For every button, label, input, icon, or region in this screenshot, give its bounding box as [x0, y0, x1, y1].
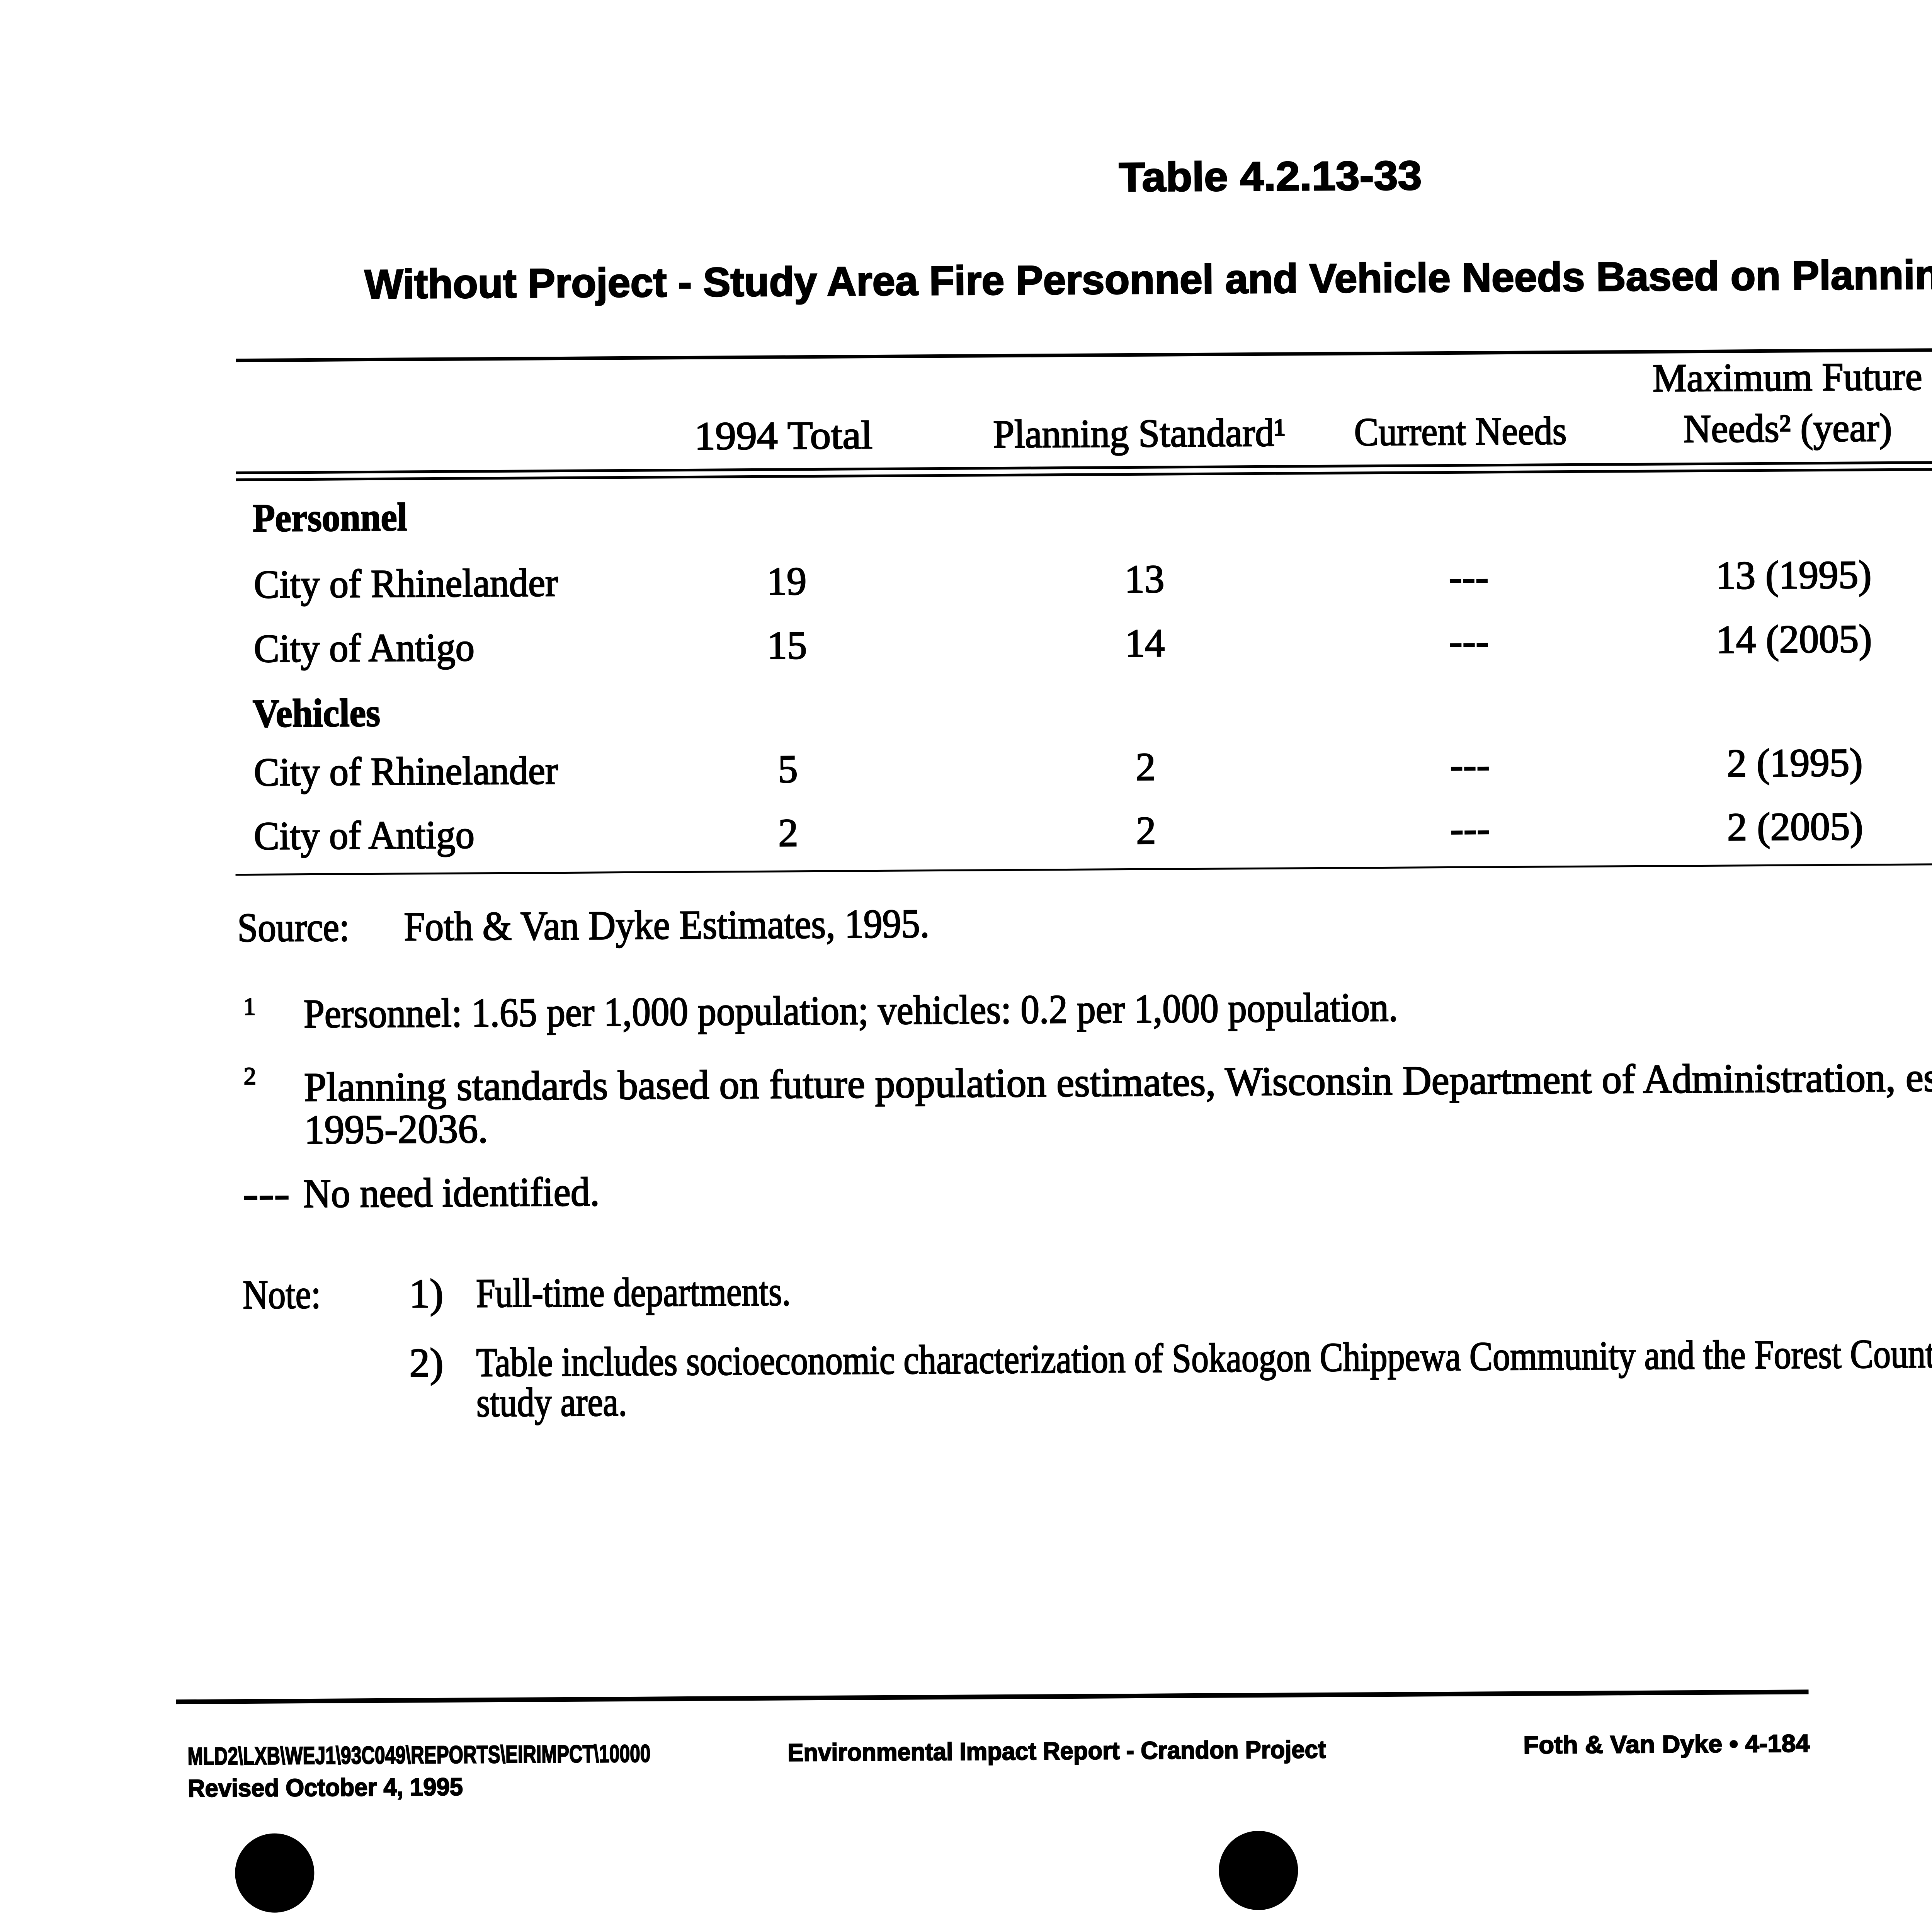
footnote-2-marker: 2 [243, 1062, 257, 1090]
note-item-1-text: Full-time departments. [476, 1268, 791, 1316]
cell-1994-total: 2 [777, 810, 799, 856]
row-label: City of Rhinelander [253, 560, 558, 607]
column-header-planning-standard: Planning Standard¹ [993, 410, 1286, 457]
cell-maximum-future-needs: 2 (1995) [1726, 740, 1863, 786]
footnote-1-marker: 1 [243, 992, 256, 1021]
cell-planning-standard: 2 [1135, 808, 1156, 853]
footer-page-reference: Foth & Van Dyke • 4-184 [1523, 1729, 1810, 1759]
cell-planning-standard: 13 [1124, 556, 1165, 602]
cell-maximum-future-needs: 13 (1995) [1715, 552, 1872, 598]
table-number: Table 4.2.13-33 [1118, 152, 1423, 201]
hole-punch-dot-center [1218, 1830, 1298, 1910]
note-block: Note: 1) Full-time departments. 2) Table… [0, 0, 1932, 1425]
legend-text: No need identified. [303, 1169, 600, 1216]
hole-punch-dot-left [235, 1833, 315, 1913]
note-item-2-text: Table includes socioeconomic characteriz… [476, 1330, 1932, 1426]
source-line: Source: Foth & Van Dyke Estimates, 1995. [0, 0, 1932, 951]
source-text: Foth & Van Dyke Estimates, 1995. [403, 900, 930, 950]
column-header-maximum-future-needs: Maximum Future Needs² (year) [1652, 354, 1923, 451]
table-bottom-rule [235, 861, 1932, 876]
footer-file-path: MLD2\LXB\WEJ1\93C049\REPORTS\EIRIMPCT\10… [187, 1739, 651, 1771]
row-group-personnel: Personnel [252, 495, 408, 541]
cell-1994-total: 15 [767, 623, 808, 668]
column-header-current-needs: Current Needs [1354, 408, 1567, 455]
note-item-2-number: 2) [409, 1340, 444, 1386]
footnote-2-text: Planning standards based on future popul… [303, 1053, 1932, 1153]
legend-line: --- No need identified. [0, 0, 1932, 1217]
source-label: Source: [237, 904, 350, 951]
table-row: City of Rhinelander 19 13 --- 13 (1995) … [0, 0, 1932, 607]
cell-1994-total: 19 [766, 559, 807, 604]
signoff-block: Prepared by: GMS Checked by: SFJ [0, 0, 1932, 8]
cell-planning-standard: 2 [1135, 744, 1156, 789]
cell-maximum-future-needs: 14 (2005) [1716, 616, 1873, 662]
cell-current-needs: --- [1449, 742, 1490, 788]
cell-planning-standard: 14 [1124, 621, 1165, 666]
legend-symbol: --- [242, 1170, 290, 1217]
footer: MLD2\LXB\WEJ1\93C049\REPORTS\EIRIMPCT\10… [0, 0, 1932, 1803]
row-label: City of Antigo [253, 625, 475, 671]
page-title: Without Project - Study Area Fire Person… [364, 251, 1932, 308]
cell-current-needs: --- [1448, 555, 1489, 600]
footer-rule [176, 1689, 1809, 1704]
table-row: City of Antigo 2 2 --- 2 (2005) --- [0, 0, 1932, 859]
cell-current-needs: --- [1449, 619, 1490, 664]
footer-report-title: Environmental Impact Report - Crandon Pr… [787, 1735, 1327, 1767]
cell-1994-total: 5 [777, 747, 798, 792]
row-label: City of Antigo [253, 812, 475, 859]
footer-revised-date: Revised October 4, 1995 [187, 1772, 464, 1803]
cell-current-needs: --- [1450, 806, 1491, 851]
row-group-vehicles: Vehicles [252, 691, 381, 737]
footnote-1-text: Personnel: 1.65 per 1,000 population; ve… [303, 984, 1398, 1037]
footnote-2: 2 Planning standards based on future pop… [0, 0, 1932, 1153]
table-row: City of Antigo 15 14 --- 14 (2005) --- [0, 0, 1932, 671]
column-header-1994-total: 1994 Total [694, 413, 873, 459]
table-row: City of Rhinelander 5 2 --- 2 (1995) --- [0, 0, 1932, 795]
row-label: City of Rhinelander [253, 748, 558, 795]
footnote-1: 1 Personnel: 1.65 per 1,000 population; … [0, 0, 1932, 1037]
cell-maximum-future-needs: 2 (2005) [1726, 804, 1864, 850]
note-label: Note: [242, 1271, 321, 1318]
note-item-1-number: 1) [409, 1271, 444, 1317]
